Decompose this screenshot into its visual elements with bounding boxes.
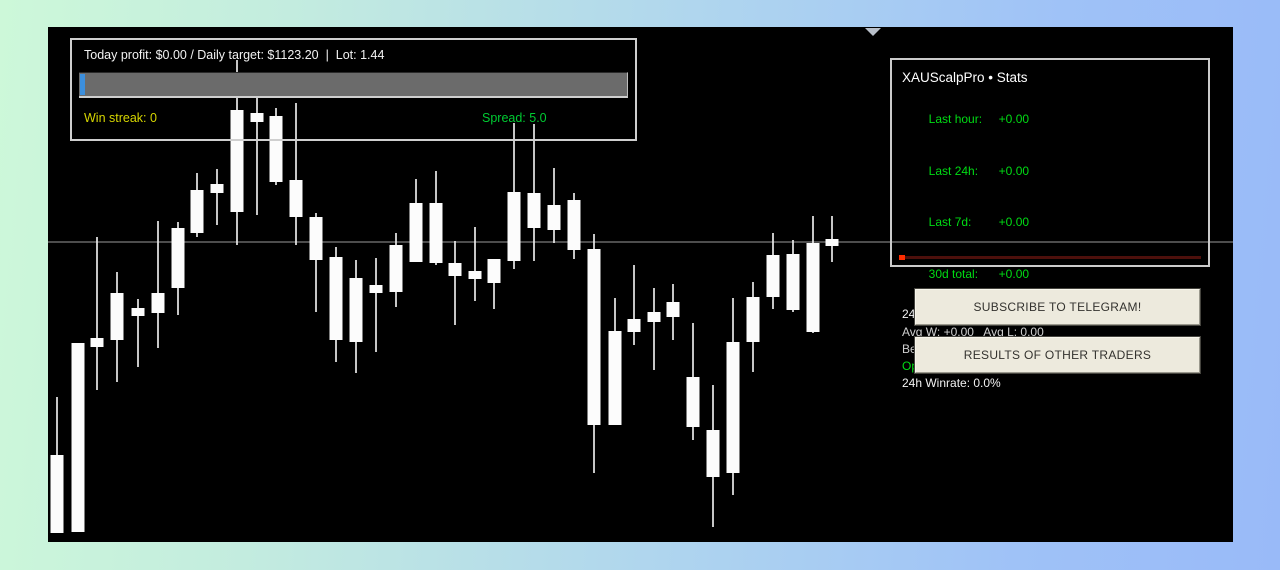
stat-avg: Avg W: +0.00 Avg L: 0.00 [902, 324, 1044, 339]
stat-last-hour: Last hour: +0.00 [928, 112, 1030, 127]
win-streak-label: Win streak: 0 [84, 111, 157, 125]
stat-30d-total: 30d total: +0.00 [928, 267, 1030, 282]
profit-target-summary: Today profit: $0.00 / Daily target: $112… [84, 48, 385, 62]
stat-last-24h: Last 24h: +0.00 [928, 163, 1030, 178]
scroll-to-end-icon [865, 28, 881, 36]
spread-label: Spread: 5.0 [482, 111, 547, 125]
daily-target-progressbar [79, 72, 628, 98]
stats-title: XAUScalpPro • Stats [902, 70, 1028, 85]
other-traders-results-button[interactable]: RESULTS OF OTHER TRADERS [915, 337, 1200, 373]
chart-area[interactable]: Today profit: $0.00 / Daily target: $112… [48, 27, 1233, 542]
winrate-progressbar [899, 255, 1201, 260]
winrate-fill [899, 255, 905, 260]
profit-target-panel: Today profit: $0.00 / Daily target: $112… [70, 38, 637, 141]
stats-panel: XAUScalpPro • Stats Last hour: +0.00 Last… [890, 58, 1210, 390]
subscribe-telegram-button[interactable]: SUBSCRIBE TO TELEGRAM! [915, 289, 1200, 325]
daily-progress-fill [80, 74, 86, 95]
stat-last-7d: Last 7d: +0.00 [928, 215, 1030, 230]
candlestick-canvas [48, 60, 1233, 533]
stat-winrate: 24h Winrate: 0.0% [902, 376, 1001, 391]
